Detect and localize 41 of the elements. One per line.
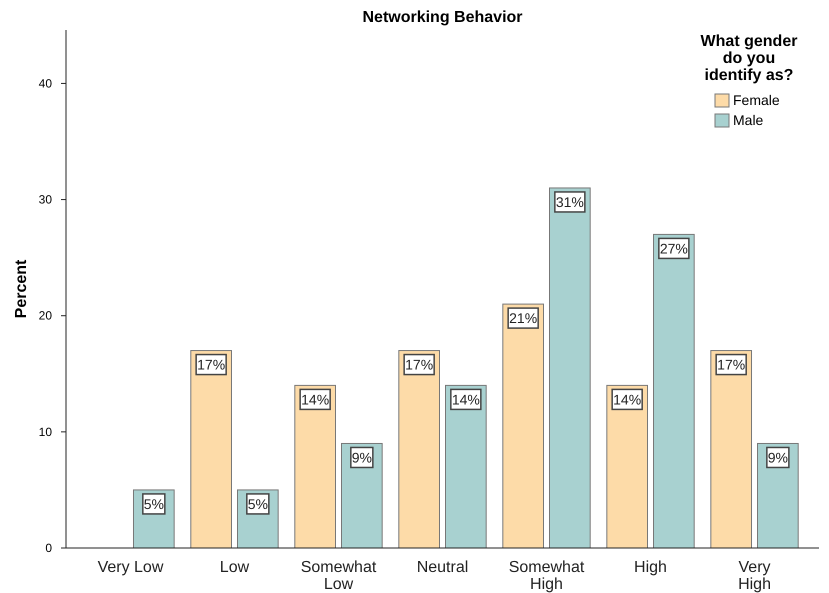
data-label: 14% <box>613 391 642 408</box>
bar <box>757 442 799 548</box>
bar <box>653 234 695 548</box>
bar <box>190 350 232 548</box>
x-tick-label: Low <box>220 559 250 576</box>
y-tick-label: 20 <box>38 308 52 323</box>
y-tick-label: 10 <box>38 424 52 439</box>
y-tick-label: 30 <box>38 192 52 207</box>
bar <box>398 350 440 548</box>
bar <box>502 304 544 548</box>
y-tick-label: 40 <box>38 76 52 90</box>
data-label: 9% <box>768 449 788 466</box>
x-tick-label: Very Low <box>98 559 164 576</box>
data-label: 21% <box>509 310 538 326</box>
bar <box>549 187 591 548</box>
y-tick-label: 0 <box>45 541 52 555</box>
chart-title: Networking Behavior <box>362 9 523 26</box>
x-tick-label: Somewhat High <box>508 559 585 593</box>
data-label: 5% <box>144 496 164 512</box>
bar <box>606 384 648 548</box>
y-axis-title: Percent <box>13 258 30 318</box>
x-tick-label: Neutral <box>416 559 468 576</box>
data-label: 31% <box>556 194 584 210</box>
legend-title: What gender do you identify as? <box>700 33 798 84</box>
x-tick-label: Somewhat Low <box>300 559 377 593</box>
legend-label: Female <box>733 92 780 108</box>
bar <box>294 384 336 548</box>
data-label: 17% <box>405 356 434 373</box>
legend-label: Male <box>733 112 764 128</box>
x-tick-label: High <box>634 559 667 576</box>
data-label: 17% <box>197 356 226 373</box>
data-label: 17% <box>717 356 746 373</box>
data-label: 14% <box>452 391 480 408</box>
data-label: 27% <box>660 240 688 256</box>
x-tick-label: Very High <box>738 559 771 593</box>
bar <box>445 384 487 548</box>
data-label: 14% <box>301 391 330 408</box>
bar <box>710 350 752 548</box>
data-label: 9% <box>352 449 372 466</box>
data-label: 5% <box>248 496 268 512</box>
bar <box>340 442 383 548</box>
